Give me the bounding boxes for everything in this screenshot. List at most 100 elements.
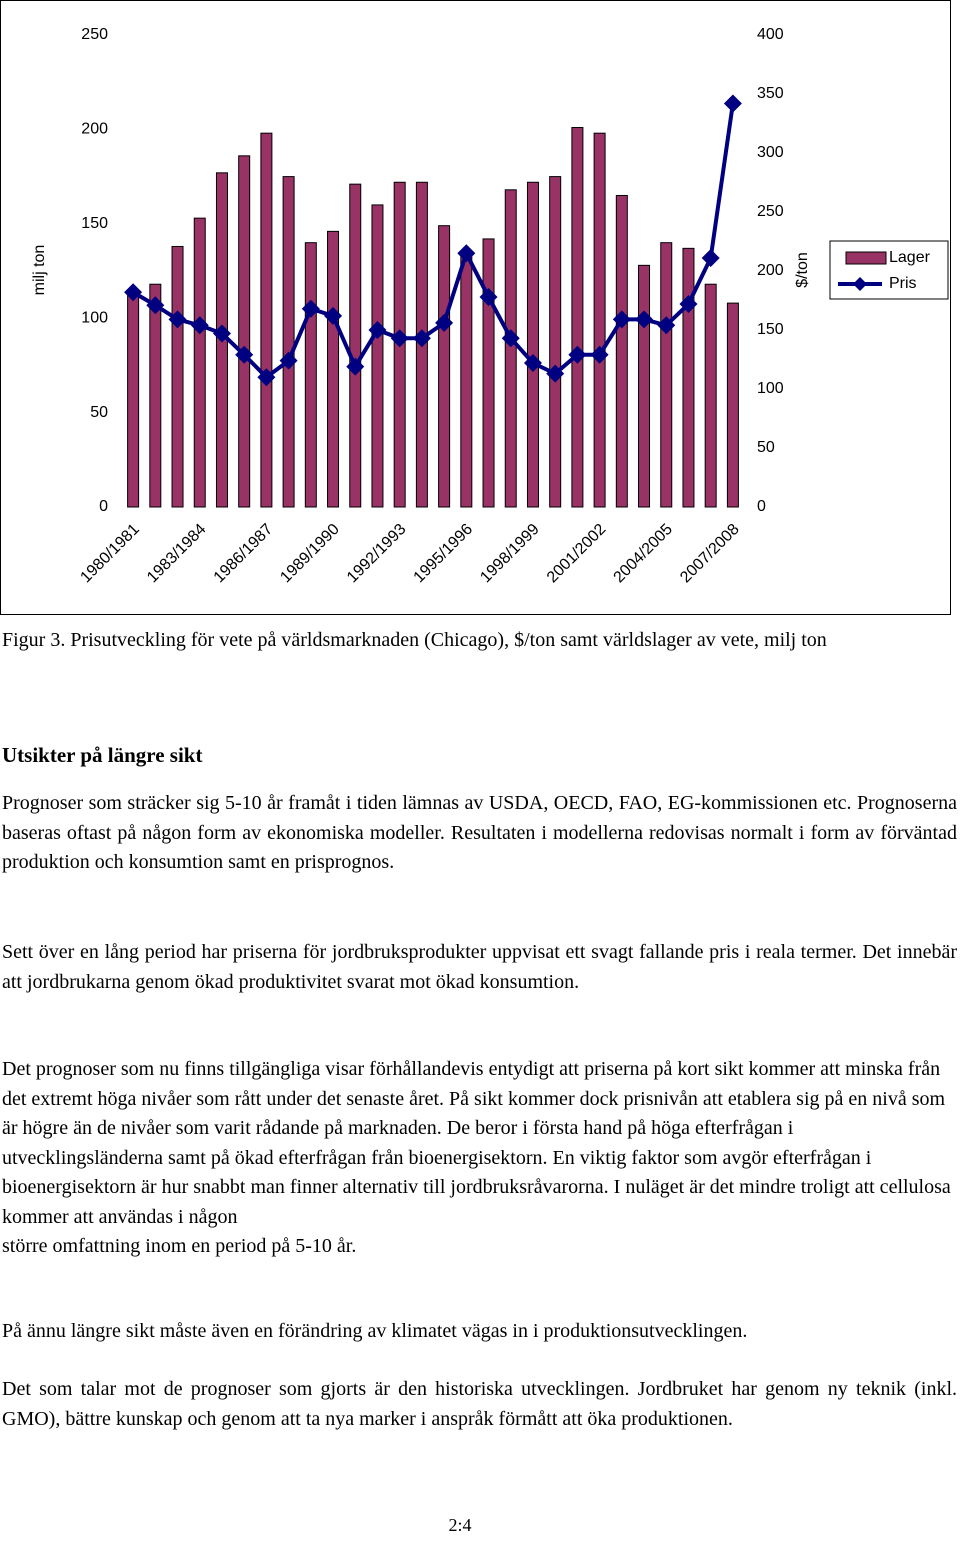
x-tick-label: 1983/1984 xyxy=(144,521,210,587)
marker xyxy=(368,321,387,339)
y2-tick-label: 0 xyxy=(757,498,766,515)
legend-box xyxy=(829,240,949,300)
marker xyxy=(124,283,143,302)
y2-tick-label: 100 xyxy=(757,380,784,397)
y2-axis-label: $/ton xyxy=(794,252,811,288)
marker xyxy=(257,368,276,387)
paragraph: Det prognoser som nu finns tillgängliga … xyxy=(2,1055,957,1262)
y-tick-label: 150 xyxy=(81,215,108,232)
y-tick-label: 100 xyxy=(81,309,108,326)
marker xyxy=(523,354,542,373)
x-tick-label: 2007/2008 xyxy=(677,521,743,587)
bar xyxy=(260,132,273,508)
heading: Utsikter på längre sikt xyxy=(2,743,203,767)
bar xyxy=(660,242,673,508)
paragraph: På ännu längre sikt måste även en föränd… xyxy=(2,1317,957,1347)
y-tick-label: 200 xyxy=(81,121,108,138)
marker xyxy=(723,94,742,113)
x-tick-label: 1998/1999 xyxy=(477,521,543,587)
x-tick-label: 1992/1993 xyxy=(344,521,410,587)
x-tick-label: 1995/1996 xyxy=(411,521,477,587)
y2-tick-label: 200 xyxy=(757,262,784,279)
marker xyxy=(590,345,609,364)
bar xyxy=(127,293,140,508)
marker xyxy=(190,316,209,335)
bar xyxy=(193,217,206,508)
marker xyxy=(546,364,565,383)
marker xyxy=(235,345,254,364)
legend-marker xyxy=(853,277,867,291)
marker xyxy=(701,249,720,268)
marker xyxy=(457,244,476,263)
marker xyxy=(568,345,587,364)
marker xyxy=(612,310,631,329)
bar xyxy=(238,155,251,508)
paragraph: Prognoser som sträcker sig 5-10 år framå… xyxy=(2,789,957,878)
marker xyxy=(657,316,676,335)
marker xyxy=(279,351,298,370)
marker xyxy=(479,287,498,306)
bar xyxy=(349,183,362,508)
caption: Figur 3. Prisutveckling för vete på värl… xyxy=(2,629,827,651)
line xyxy=(132,103,735,380)
bar xyxy=(371,204,384,508)
y-tick-label: 250 xyxy=(81,26,108,43)
paragraph: Sett över en lång period har priserna fö… xyxy=(2,938,957,997)
marker xyxy=(390,329,409,348)
x-tick-label: 2001/2002 xyxy=(544,521,610,587)
bar xyxy=(304,242,317,508)
marker xyxy=(324,306,343,325)
y-tick-label: 50 xyxy=(90,404,108,421)
marker xyxy=(679,295,698,314)
paragraph-text: Det som talar mot de prognoser som gjort… xyxy=(2,1378,957,1430)
bar xyxy=(704,283,717,508)
bar xyxy=(571,127,584,508)
bar xyxy=(171,245,184,508)
bar xyxy=(438,225,451,508)
legend-label: Lager xyxy=(889,249,931,266)
bar xyxy=(460,251,473,508)
legend-label: Pris xyxy=(889,275,917,292)
bar xyxy=(726,302,739,508)
y-tick-label: 0 xyxy=(99,498,108,515)
marker xyxy=(501,329,520,348)
y2-tick-label: 400 xyxy=(757,26,784,43)
bar xyxy=(327,230,340,508)
y-axis-label: milj ton xyxy=(31,245,48,296)
bar xyxy=(482,238,495,508)
y2-tick-label: 250 xyxy=(757,203,784,220)
y2-tick-label: 150 xyxy=(757,321,784,338)
paragraph-text: På ännu längre sikt måste även en föränd… xyxy=(2,1320,748,1342)
marker xyxy=(301,299,320,318)
y2-tick-label: 50 xyxy=(757,439,775,456)
bar xyxy=(526,181,539,508)
legend-swatch xyxy=(845,251,887,265)
x-tick-label: 2004/2005 xyxy=(611,521,677,587)
marker xyxy=(435,313,454,332)
marker xyxy=(146,296,165,315)
page-number: 2:4 xyxy=(448,1515,472,1535)
bar xyxy=(638,264,651,508)
bar xyxy=(615,194,628,508)
marker xyxy=(635,310,654,329)
paragraph-text: Sett över en lång period har priserna fö… xyxy=(2,941,957,993)
marker xyxy=(346,357,365,376)
paragraph-text: Prognoser som sträcker sig 5-10 år framå… xyxy=(2,792,957,873)
paragraph: Det som talar mot de prognoser som gjort… xyxy=(2,1375,957,1434)
bar xyxy=(549,176,562,508)
bar xyxy=(282,176,295,508)
paragraph-text: Det prognoser som nu finns tillgängliga … xyxy=(2,1058,951,1228)
x-tick-label: 1986/1987 xyxy=(211,521,277,587)
x-tick-label: 1980/1981 xyxy=(77,521,143,587)
y2-tick-label: 350 xyxy=(757,85,784,102)
chart-border xyxy=(0,0,951,615)
paragraph-text: större omfattning inom en period på 5-10… xyxy=(2,1235,357,1257)
marker xyxy=(412,329,431,348)
bar xyxy=(682,247,695,508)
marker xyxy=(168,310,187,329)
bar xyxy=(593,132,606,508)
marker xyxy=(212,324,231,343)
chart: milj ton $/ton 0 50 100 150 200 250 0 50 100 150 2… xyxy=(0,0,951,615)
bar xyxy=(149,283,162,508)
